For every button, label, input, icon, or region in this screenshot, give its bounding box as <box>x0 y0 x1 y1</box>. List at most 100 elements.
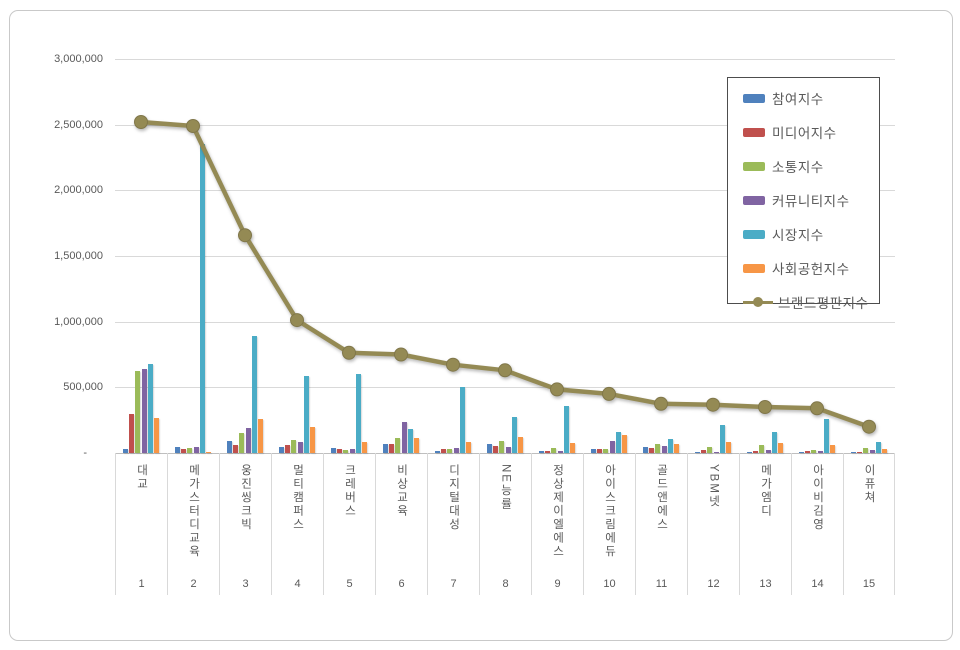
category-cell: 메가스터디교육 2 <box>167 453 219 595</box>
bar-미디어지수-디지털대성 <box>441 449 447 453</box>
y-tick-label: 3,000,000 <box>54 53 103 65</box>
category-cell: 골드앤에스 11 <box>635 453 687 595</box>
line-marker-메가엠디 <box>758 400 772 414</box>
rank-label: 9 <box>554 578 561 590</box>
bar-미디어지수-YBM넷 <box>701 450 707 453</box>
bar-사회공헌지수-이퓨쳐 <box>882 449 887 453</box>
legend-item-참여지수: 참여지수 <box>743 81 879 115</box>
category-cell: 아이스크림에듀 10 <box>583 453 635 595</box>
y-tick-label: 2,500,000 <box>54 118 103 131</box>
bar-참여지수-NE능률 <box>487 444 492 453</box>
bar-시장지수-웅진씽크빅 <box>251 336 257 453</box>
bar-소통지수-메가엠디 <box>759 445 765 453</box>
bar-시장지수-이퓨쳐 <box>875 442 881 453</box>
bar-커뮤니티지수-멀티캠퍼스 <box>297 442 303 453</box>
y-tick-label: 500,000 <box>63 381 103 394</box>
category-label: 디지털대성 <box>447 464 460 532</box>
bar-참여지수-아이스크림에듀 <box>591 449 596 453</box>
rank-label: 5 <box>346 578 353 590</box>
bar-참여지수-크레버스 <box>331 448 336 453</box>
category-cell: 아이비김영 14 <box>791 453 843 595</box>
category-label: 골드앤에스 <box>655 464 668 532</box>
bar-커뮤니티지수-비상교육 <box>401 421 407 453</box>
category-label: 아이스크림에듀 <box>603 464 616 559</box>
legend-color-swatch-icon <box>743 127 765 137</box>
category-label: 메가엠디 <box>759 464 772 518</box>
bar-소통지수-정상제이엘에스 <box>551 448 557 453</box>
bar-미디어지수-크레버스 <box>337 449 343 453</box>
bar-소통지수-크레버스 <box>343 450 349 453</box>
line-marker-NE능률 <box>498 363 512 378</box>
bar-참여지수-비상교육 <box>383 443 388 453</box>
line-marker-웅진씽크빅 <box>238 228 252 243</box>
bar-사회공헌지수-아이스크림에듀 <box>622 435 627 453</box>
legend: 참여지수 미디어지수 소통지수 커뮤니티지수 시장지수 사회공헌지수 브랜드평판지수 <box>727 77 880 311</box>
bar-소통지수-비상교육 <box>395 438 401 453</box>
category-cell: 메가엠디 13 <box>739 453 791 595</box>
bar-시장지수-메가스터디교육 <box>199 144 205 453</box>
category-cell: YBM넷 12 <box>687 453 739 595</box>
bar-소통지수-골드앤에스 <box>655 444 661 453</box>
bar-미디어지수-비상교육 <box>389 444 395 453</box>
bar-소통지수-메가스터디교육 <box>187 447 193 453</box>
legend-color-swatch-icon <box>743 229 765 239</box>
category-cell: 디지털대성 7 <box>427 453 479 595</box>
legend-color-swatch-icon <box>743 93 765 103</box>
category-cell: NE능률 8 <box>479 453 531 595</box>
bar-사회공헌지수-대교 <box>154 418 159 453</box>
legend-label: 사회공헌지수 <box>772 262 850 277</box>
category-label: 이퓨쳐 <box>863 464 875 505</box>
bar-시장지수-NE능률 <box>511 417 517 453</box>
gridline <box>115 387 895 389</box>
bar-참여지수-아이비김영 <box>799 451 804 453</box>
category-cell: 크레버스 5 <box>323 453 375 595</box>
line-marker-멀티캠퍼스 <box>290 313 304 328</box>
bar-커뮤니티지수-디지털대성 <box>453 448 459 453</box>
bar-미디어지수-대교 <box>129 414 135 453</box>
line-marker-아이스크림에듀 <box>602 386 616 401</box>
rank-label: 10 <box>603 578 616 590</box>
bar-소통지수-NE능률 <box>499 440 505 453</box>
bar-소통지수-멀티캠퍼스 <box>291 439 297 453</box>
category-label: NE능률 <box>499 464 512 511</box>
bar-사회공헌지수-멀티캠퍼스 <box>310 427 315 453</box>
x-axis-line <box>115 453 895 454</box>
bar-시장지수-아이비김영 <box>823 419 829 453</box>
legend-item-소통지수: 소통지수 <box>743 149 879 183</box>
line-marker-골드앤에스 <box>654 396 668 411</box>
bar-커뮤니티지수-이퓨쳐 <box>869 450 875 453</box>
gridline <box>115 190 895 192</box>
bar-미디어지수-웅진씽크빅 <box>233 444 239 453</box>
bar-사회공헌지수-웅진씽크빅 <box>258 419 263 453</box>
category-cell: 웅진씽크빅 3 <box>219 453 271 595</box>
bar-커뮤니티지수-대교 <box>141 369 147 453</box>
category-cell: 정상제이엘에스 9 <box>531 453 583 595</box>
legend-line-dot <box>753 297 763 307</box>
legend-label: 브랜드평판지수 <box>778 296 869 311</box>
bar-커뮤니티지수-정상제이엘에스 <box>557 451 563 453</box>
category-cell: 멀티캠퍼스 4 <box>271 453 323 595</box>
line-marker-대교 <box>134 115 148 129</box>
line-marker-디지털대성 <box>446 357 460 372</box>
bar-소통지수-디지털대성 <box>447 449 453 453</box>
rank-label: 1 <box>138 578 145 590</box>
rank-label: 6 <box>398 578 405 590</box>
bar-시장지수-YBM넷 <box>719 425 725 453</box>
rank-label: 8 <box>502 578 509 590</box>
category-label: 크레버스 <box>343 464 356 518</box>
bar-커뮤니티지수-골드앤에스 <box>661 446 667 453</box>
bar-커뮤니티지수-크레버스 <box>349 449 355 453</box>
category-label: 정상제이엘에스 <box>551 464 564 559</box>
legend-label: 참여지수 <box>772 92 824 107</box>
bar-참여지수-이퓨쳐 <box>851 451 856 453</box>
legend-label: 미디어지수 <box>772 126 837 141</box>
bar-커뮤니티지수-메가스터디교육 <box>193 446 199 453</box>
bar-참여지수-골드앤에스 <box>643 446 648 453</box>
bar-소통지수-YBM넷 <box>707 447 713 453</box>
chart-canvas: 3,000,000 2,500,000 2,000,000 1,500,000 1,00… <box>9 10 953 641</box>
gridline <box>115 124 895 126</box>
legend-label: 커뮤니티지수 <box>772 194 850 209</box>
bar-커뮤니티지수-NE능률 <box>505 446 511 453</box>
category-cell: 비상교육 6 <box>375 453 427 595</box>
